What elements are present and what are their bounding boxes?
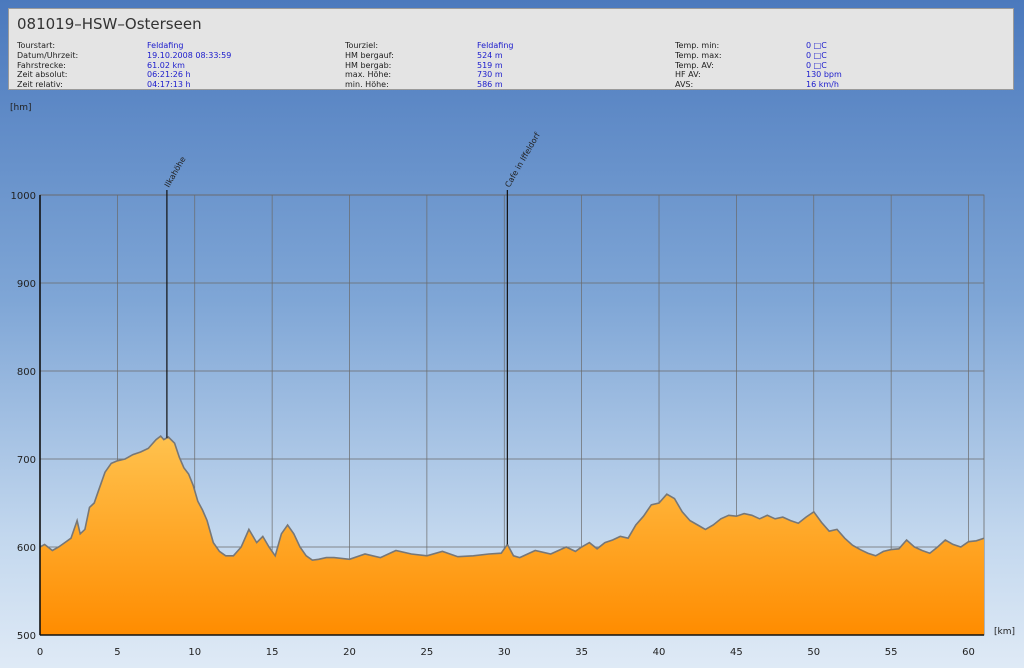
info-label: Fahrstrecke: (17, 60, 66, 70)
x-tick-label: 15 (266, 647, 279, 658)
y-tick-label: 500 (17, 631, 36, 642)
info-value: 04:17:13 h (147, 80, 191, 90)
info-value: 0 □C (806, 41, 827, 50)
info-value: 730 m (477, 70, 503, 80)
x-tick-label: 0 (37, 647, 43, 658)
elevation-area (40, 436, 984, 635)
x-tick-label: 20 (343, 647, 356, 658)
info-label: AVS: (675, 80, 694, 90)
x-tick-label: 5 (114, 647, 120, 658)
elevation-line (39, 435, 985, 562)
info-value: 524 m (477, 50, 503, 60)
info-label: HM bergauf: (345, 50, 394, 60)
x-tick-label: 55 (885, 647, 898, 658)
x-tick-label: 25 (421, 647, 434, 658)
x-axis-unit-label: [km] (994, 627, 1015, 637)
info-value: 519 m (477, 60, 503, 70)
info-value: 19.10.2008 08:33:59 (147, 50, 232, 60)
info-value: 0 □C (806, 60, 827, 70)
info-value: 61.02 km (147, 60, 185, 70)
route-markers: Ilkahöhe Cafe in Iffeldorf (163, 131, 542, 545)
info-label: Tourziel: (345, 41, 379, 50)
x-tick-label: 45 (730, 647, 743, 658)
info-label: HF AV: (675, 70, 701, 80)
x-tick-label: 10 (188, 647, 201, 658)
info-label: Zeit relativ: (17, 80, 63, 90)
info-value: 06:21:26 h (147, 70, 191, 80)
info-label: Zeit absolut: (17, 70, 68, 80)
info-label: Temp. min: (675, 41, 720, 50)
info-label: min. Höhe: (345, 80, 389, 90)
info-label: Temp. AV: (675, 60, 714, 70)
info-value: Feldafing (147, 41, 184, 50)
x-tick-label: 40 (653, 647, 666, 658)
info-label: Tourstart: (17, 41, 56, 50)
info-value: 16 km/h (806, 80, 839, 90)
y-tick-label: 900 (17, 279, 36, 290)
info-label: Datum/Uhrzeit: (17, 50, 79, 60)
info-value: 0 □C (806, 50, 827, 60)
y-tick-label: 700 (17, 455, 36, 466)
route-title: 081019–HSW–Osterseen (17, 15, 202, 33)
info-value: Feldafing (477, 41, 514, 50)
axes: 0 5 10 15 20 25 30 35 40 45 50 55 60 500 600 700 800 900 1… (11, 191, 984, 658)
info-panel: 081019–HSW–Osterseen Tourstart: Feldafin… (8, 8, 1014, 90)
x-tick-label: 50 (807, 647, 820, 658)
y-tick-label: 600 (17, 543, 36, 554)
marker-label: Cafe in Iffeldorf (503, 131, 542, 189)
y-tick-label: 1000 (11, 191, 36, 202)
info-value: 130 bpm (806, 70, 842, 80)
x-tick-label: 35 (575, 647, 588, 658)
info-value: 586 m (477, 80, 503, 90)
x-tick-label: 60 (962, 647, 975, 658)
x-tick-label: 30 (498, 647, 511, 658)
info-label: HM bergab: (345, 60, 392, 70)
marker-label: Ilkahöhe (163, 155, 188, 189)
info-label: max. Höhe: (345, 70, 392, 80)
info-label: Temp. max: (675, 50, 722, 60)
y-tick-label: 800 (17, 367, 36, 378)
y-axis-unit-label: [hm] (10, 103, 32, 113)
